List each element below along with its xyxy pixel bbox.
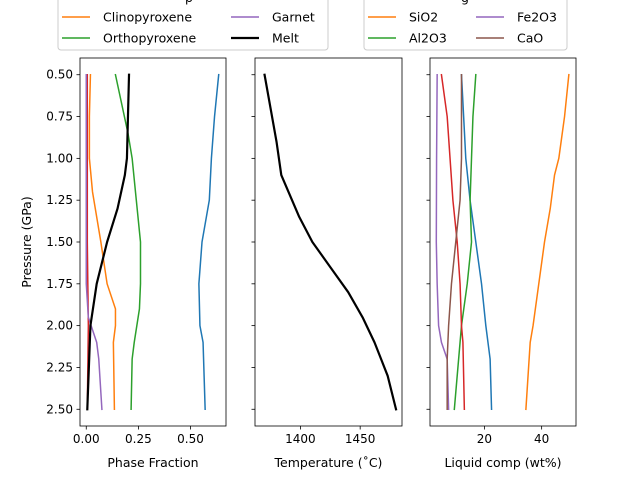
y-tick-label: 2.00 [46, 319, 73, 333]
y-tick-label: 0.50 [46, 68, 73, 82]
legend-label: Garnet [272, 10, 315, 25]
temperature-x-axis-label: Temperature (˚C) [274, 455, 383, 470]
legend-item-melt: Melt [231, 31, 299, 46]
y-tick-label: 2.25 [46, 360, 73, 374]
oxide-legend: g SiO2 Fe2O3 Al2O3 CaO [363, 0, 568, 51]
phase-legend-box [57, 0, 329, 51]
legend-label: Melt [272, 31, 299, 46]
series-line-sio2 [525, 73, 570, 411]
y-tick-label: 1.75 [46, 277, 73, 291]
y-tick-label: 0.75 [46, 110, 73, 124]
series-line-melt [86, 73, 131, 411]
liquid-axes-frame [429, 57, 577, 427]
y-tick-label: 2.50 [46, 402, 73, 416]
oxide-legend-box [363, 0, 568, 51]
x-tick-label: 0.25 [125, 432, 152, 446]
x-tick-label: 20 [477, 432, 492, 446]
liquid-panel: 20 40 Liquid comp (wt%) [426, 57, 577, 470]
legend-label: SiO2 [409, 10, 438, 25]
legend-item-fe2o3: Fe2O3 [476, 10, 557, 25]
series-line-cao [446, 73, 463, 411]
x-tick-label: 1400 [285, 432, 316, 446]
legend-label: CaO [517, 31, 543, 46]
legend-label: Al2O3 [409, 31, 447, 46]
series-line-olivine [198, 73, 220, 411]
series-line-feo [440, 73, 466, 411]
liquid-x-axis-label: Liquid comp (wt%) [444, 455, 561, 470]
temperature-axes-frame [254, 57, 403, 427]
series-line-temperature [263, 73, 398, 411]
x-tick-label: 0.00 [73, 432, 100, 446]
phase-y-axis-label: Pressure (GPa) [19, 196, 34, 287]
x-tick-label: 1450 [345, 432, 376, 446]
y-tick-label: 1.25 [46, 193, 73, 207]
legend-label: Fe2O3 [517, 10, 557, 25]
y-tick-label: 1.00 [46, 151, 73, 165]
legend-item-clinopyroxene: Clinopyroxene [62, 10, 192, 25]
legend-item-al2o3: Al2O3 [368, 31, 447, 46]
x-tick-label: 40 [534, 432, 549, 446]
series-line-mgo [460, 73, 493, 411]
series-line-fe2o3 [435, 73, 450, 411]
legend-item-garnet: Garnet [231, 10, 315, 25]
series-line-garnet [85, 73, 103, 411]
series-line-clinopyroxene [88, 73, 117, 411]
phase-series [85, 73, 220, 411]
y-tick-label: 1.50 [46, 235, 73, 249]
phase-legend: p Clinopyroxene Garnet Orthopyroxene Melt [57, 0, 329, 51]
phase-panel: 0.00 0.25 0.50 0.50 0.75 1.00 1.25 1.50 1.75 2.00… [19, 57, 227, 470]
legend-item-cao: CaO [476, 31, 543, 46]
legend-item-orthopyroxene: Orthopyroxene [62, 31, 197, 46]
series-line-orthopyroxene [114, 73, 142, 411]
oxide-legend-title-fragment: g [461, 0, 469, 5]
temperature-panel: 1400 1450 Temperature (˚C) [251, 57, 403, 470]
phase-x-axis-label: Phase Fraction [107, 455, 198, 470]
temperature-series [263, 73, 398, 411]
x-tick-label: 0.50 [177, 432, 204, 446]
panels: 0.00 0.25 0.50 0.50 0.75 1.00 1.25 1.50 1.75 2.00… [19, 57, 577, 470]
legend-label: Orthopyroxene [103, 31, 197, 46]
series-line-al2o3 [453, 73, 477, 411]
phase-legend-title-fragment: p [185, 0, 193, 5]
liquid-series [435, 73, 570, 411]
legend-label: Clinopyroxene [103, 10, 192, 25]
legend-item-sio2: SiO2 [368, 10, 438, 25]
